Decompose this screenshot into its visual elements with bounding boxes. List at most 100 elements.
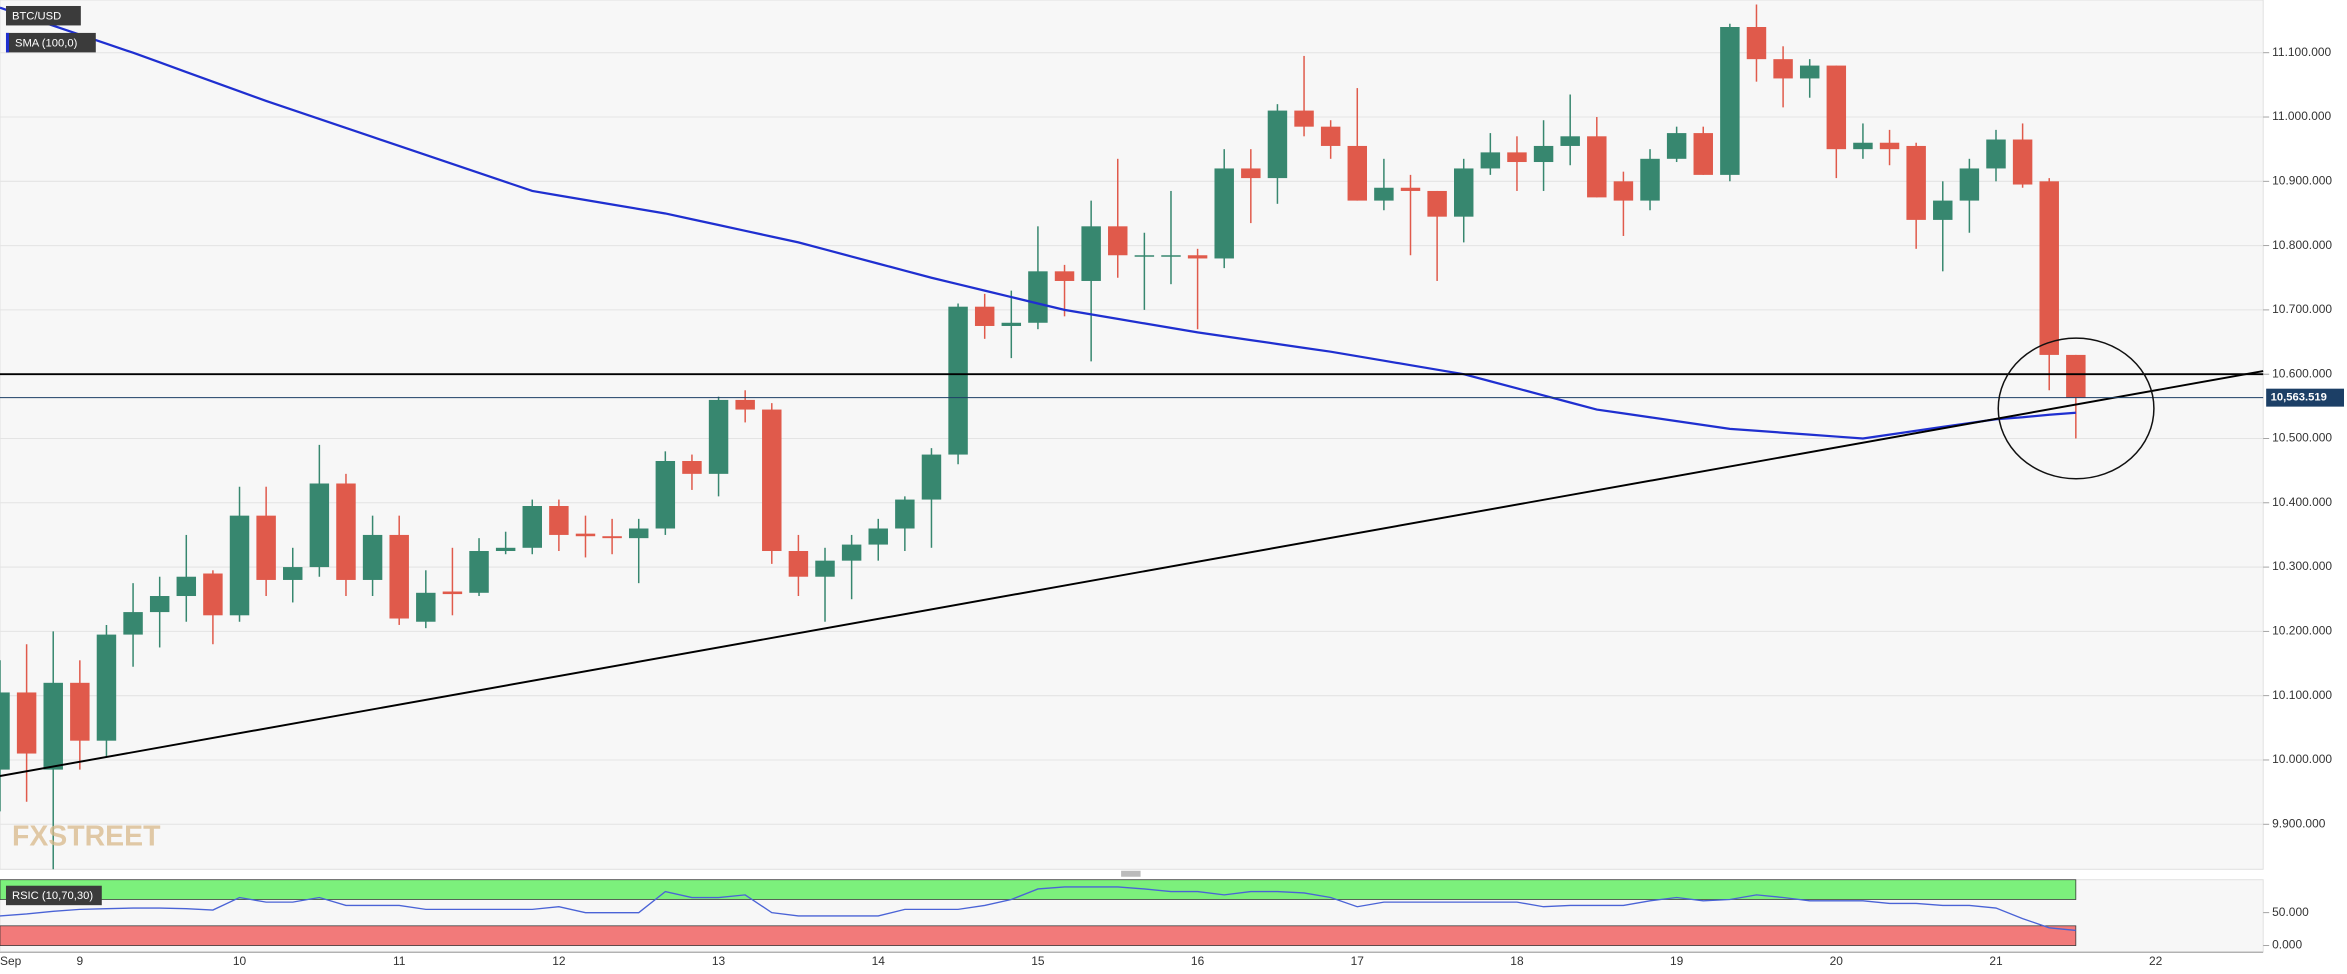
candle-body — [416, 592, 436, 622]
candle-body — [948, 306, 968, 455]
candle-body — [1826, 65, 1847, 150]
candle-body — [283, 567, 303, 580]
y-tick-label: 10.900.000 — [2272, 173, 2332, 187]
candle-body — [362, 534, 383, 580]
x-tick-label: 19 — [1670, 954, 1684, 968]
candle-body — [2066, 354, 2086, 398]
x-tick-label: 12 — [552, 954, 566, 968]
candle-body — [123, 612, 143, 635]
legend-label: SMA (100,0) — [15, 37, 78, 49]
candle-body — [1959, 168, 1980, 201]
candle-body — [336, 483, 356, 580]
candle-body — [841, 544, 862, 561]
x-tick-label: 14 — [872, 954, 886, 968]
candle-body — [1746, 27, 1767, 60]
legend-label: RSIC (10,70,30) — [12, 890, 93, 902]
candle-body — [815, 560, 835, 577]
candle-body — [895, 499, 915, 529]
legend-box — [5, 32, 96, 53]
candle-body — [1853, 142, 1873, 150]
layer: 9.900.000 10.000.000 10.100.000 10.200.000 1… — [0, 4, 2345, 968]
candle-body — [762, 409, 782, 552]
candle-body — [469, 551, 489, 593]
y-tick-label: 9.900.000 — [2272, 816, 2326, 830]
y-tick-label: 11.000.000 — [2272, 109, 2331, 123]
y-tick-label: 10.300.000 — [2272, 559, 2332, 573]
candle-body — [389, 534, 409, 619]
candle-body — [1001, 322, 1022, 326]
candle-body — [575, 533, 596, 537]
x-tick-label: 22 — [2149, 954, 2163, 968]
y-tick-label: 10.000.000 — [2272, 752, 2332, 766]
candle-body — [1933, 200, 1953, 220]
candle-body — [1294, 110, 1314, 127]
x-tick-label: Sep — [0, 954, 22, 968]
rsi-band — [0, 925, 2077, 946]
x-tick-label: 20 — [1830, 954, 1844, 968]
y-tick-label: 10.400.000 — [2272, 495, 2332, 509]
candle-body — [149, 596, 170, 613]
trend-line — [0, 370, 2264, 777]
candle-body — [1720, 27, 1740, 175]
candle-body — [1400, 187, 1421, 191]
y-tick-label: 10.700.000 — [2272, 302, 2332, 316]
candle-body — [602, 536, 622, 539]
candle-body — [1799, 65, 1820, 79]
candle-body — [43, 682, 63, 770]
candle-body — [788, 551, 809, 577]
candle-body — [1241, 168, 1261, 179]
candle-body — [1267, 110, 1288, 179]
rsi-line — [0, 886, 2076, 932]
candle-body — [16, 692, 37, 754]
y-tick-label: 10.600.000 — [2272, 366, 2332, 380]
candle-body — [1773, 59, 1793, 79]
candle-body — [921, 454, 942, 500]
candle-body — [1533, 145, 1554, 163]
x-tick-label: 16 — [1191, 954, 1205, 968]
candle-body — [1986, 139, 2006, 169]
x-tick-label: 18 — [1510, 954, 1524, 968]
candle-body — [1906, 145, 1926, 220]
x-tick-label: 15 — [1031, 954, 1045, 968]
candle-body — [1374, 187, 1394, 201]
candle-body — [1028, 271, 1048, 323]
legend-label: BTC/USD — [12, 10, 61, 22]
price-tag-label: 10,563.519 — [2271, 392, 2327, 404]
y-tick-label: 10.500.000 — [2272, 431, 2332, 445]
candle-body — [176, 576, 197, 597]
candle-body — [203, 573, 223, 616]
sma-line — [0, 6, 2076, 440]
candle-body — [522, 506, 542, 548]
candle-body — [0, 692, 10, 770]
x-tick-label: 11 — [393, 954, 406, 968]
candle-body — [549, 506, 569, 535]
candle-body — [1320, 126, 1341, 146]
candle-body — [1134, 255, 1155, 257]
candle-body — [1640, 158, 1660, 201]
candle-body — [1454, 168, 1474, 217]
x-tick-label: 21 — [1989, 954, 2003, 968]
y-tick-label: 10.200.000 — [2272, 624, 2332, 638]
candle-body — [96, 634, 117, 741]
candle-body — [309, 483, 330, 568]
candle-body — [229, 515, 250, 616]
candle-body — [1427, 190, 1447, 217]
legend-swatch — [5, 32, 9, 53]
candle-body — [628, 528, 649, 539]
candle-body — [1613, 181, 1634, 201]
x-tick-label: 17 — [1351, 954, 1365, 968]
candle-body — [655, 460, 676, 529]
resize-handle[interactable] — [1121, 870, 1141, 877]
price-tag — [2266, 388, 2345, 407]
candle-body — [442, 591, 463, 595]
candle-body — [735, 399, 755, 410]
highlight-circle — [1997, 337, 2155, 480]
candle-body — [70, 682, 90, 741]
candle-body — [1480, 152, 1501, 169]
x-tick-label: 13 — [712, 954, 726, 968]
candle-body — [1161, 255, 1181, 257]
x-tick-label: 10 — [233, 954, 247, 968]
y-tick-label: 11.100.000 — [2272, 45, 2331, 59]
